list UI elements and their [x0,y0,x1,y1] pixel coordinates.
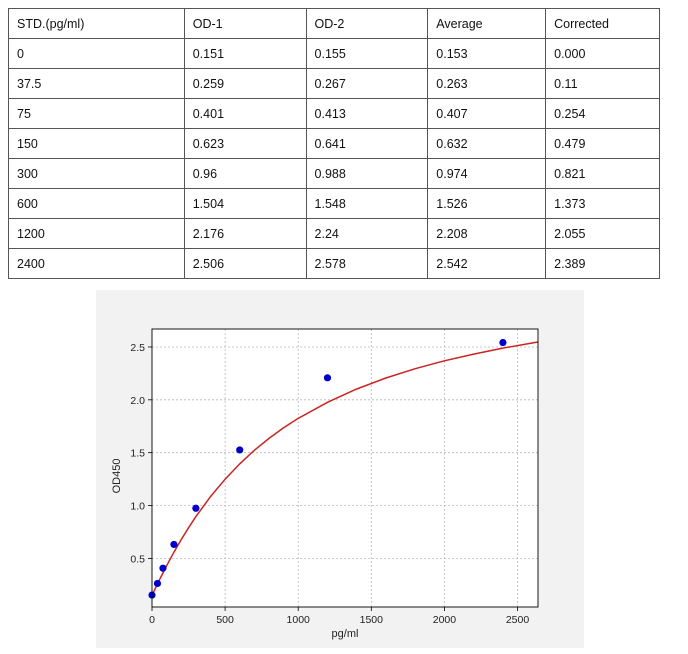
standard-curve-chart: 0 500 1000 1500 2000 2500 0.5 1.0 1.5 2.0 2.5 pg/ml… [111,328,539,640]
table-cell: 0.000 [545,38,660,69]
table-cell: 0.153 [427,38,547,69]
plot-area [152,329,538,607]
table-row: 37.5 0.259 0.267 0.263 0.11 [8,68,660,99]
table-header-row: STD.(pg/ml) OD-1 OD-2 Average Corrected [8,8,660,39]
data-point [159,564,167,572]
standard-curve-table: STD.(pg/ml) OD-1 OD-2 Average Corrected 0 0.15… [8,8,660,279]
table-cell: 2.389 [545,248,660,279]
table-cell: 0.641 [305,128,429,159]
table-cell: 0.479 [545,128,660,159]
table-row: 75 0.401 0.413 0.407 0.254 [8,98,660,129]
table-cell: 1.373 [545,188,660,219]
standard-curve-chart-panel: 0 500 1000 1500 2000 2500 0.5 1.0 1.5 2.0 2.5 pg/ml… [96,290,584,648]
table-cell: 2.176 [183,218,307,249]
table-cell: 0.632 [427,128,547,159]
plot-frame [151,328,539,608]
x-tick-label: 2000 [433,614,457,626]
table-cell: 1200 [8,218,185,249]
table-cell: 0.96 [183,158,307,189]
table-cell: 0.254 [545,98,660,129]
table-row: 150 0.623 0.641 0.632 0.479 [8,128,660,159]
table-cell: 0 [8,38,185,69]
table-header-cell: OD-2 [305,8,429,39]
table-row: 0 0.151 0.155 0.153 0.000 [8,38,660,69]
y-tick-label: 2.5 [130,342,145,354]
data-point [192,504,200,512]
table-cell: 0.151 [183,38,307,69]
y-tick-label: 1.0 [130,501,145,513]
table-header-cell: Average [427,8,547,39]
data-point [236,446,244,454]
data-point [170,540,178,549]
table-cell: 0.413 [305,98,429,129]
table-cell: 0.11 [545,68,660,99]
table-cell: 2.506 [183,248,307,279]
table-cell: 2.24 [305,218,429,249]
data-point [323,374,332,382]
table-header-cell: Corrected [545,8,660,39]
table-header-cell: OD-1 [183,8,307,39]
y-tick-label: 0.5 [130,553,145,565]
table-row: 2400 2.506 2.578 2.542 2.389 [8,248,660,279]
table-row: 300 0.96 0.988 0.974 0.821 [8,158,660,189]
table-cell: 75 [8,98,185,129]
x-tick-label: 1500 [360,614,384,626]
table-cell: 0.407 [427,98,547,129]
table-cell: 37.5 [8,68,185,99]
table-row: 1200 2.176 2.24 2.208 2.055 [8,218,660,249]
table-cell: 1.548 [305,188,429,219]
table-cell: 0.259 [183,68,307,99]
y-tick-label: 1.5 [130,448,145,460]
table-cell: 1.526 [427,188,547,219]
table-cell: 1.504 [183,188,307,219]
table-cell: 2.055 [545,218,660,249]
table-cell: 300 [8,158,185,189]
table-cell: 2.208 [427,218,547,249]
table-row: 600 1.504 1.548 1.526 1.373 [8,188,660,219]
table-cell: 0.988 [305,158,429,189]
table-cell: 0.821 [545,158,660,189]
table-cell: 0.974 [427,158,547,189]
data-point [499,338,507,347]
table-cell: 0.263 [427,68,547,99]
table-cell: 0.267 [305,68,429,99]
x-tick-label: 0 [149,614,155,626]
table-header-cell: STD.(pg/ml) [8,8,185,39]
x-tick-label: 1000 [287,614,311,626]
table-cell: 0.623 [183,128,307,159]
x-tick-label: 2500 [506,614,530,626]
table-cell: 600 [8,188,185,219]
x-tick-label: 500 [216,614,234,626]
table-cell: 2.542 [427,248,547,279]
table-cell: 150 [8,128,185,159]
x-axis-label: pg/ml [332,628,359,640]
y-axis-label: OD450 [111,459,123,494]
table-cell: 0.401 [183,98,307,129]
table-cell: 0.155 [305,38,429,69]
table-cell: 2.578 [305,248,429,279]
y-tick-label: 2.0 [130,395,145,407]
data-point [153,579,162,588]
table-cell: 2400 [8,248,185,279]
